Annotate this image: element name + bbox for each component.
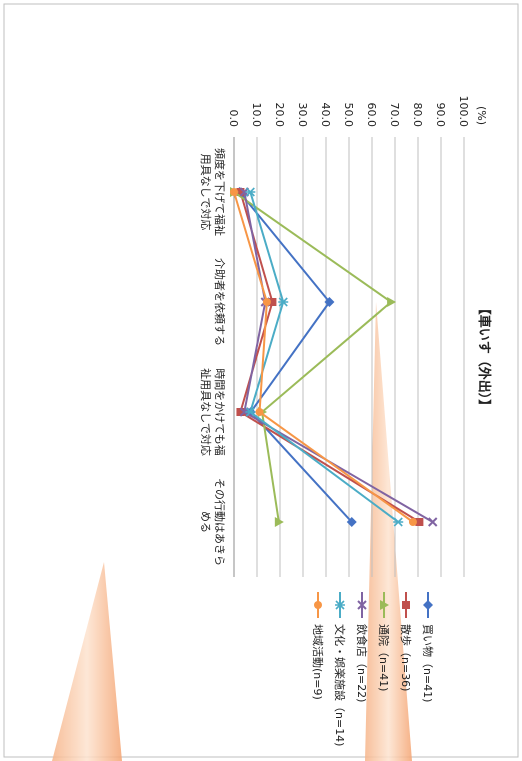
legend-label: 通院（n=41) [377, 624, 391, 691]
legend-label: 地域活動(n=9) [311, 624, 325, 700]
y-tick-label: 40.0 [319, 103, 332, 128]
data-point [245, 187, 256, 197]
legend-entry: 地域活動(n=9) [311, 592, 325, 700]
legend-label: 買い物（n=41) [421, 624, 435, 702]
legend-label: 飲食店（n=22) [355, 624, 369, 702]
legend-entry: 通院（n=41) [377, 592, 391, 691]
y-tick-label: 90.0 [434, 103, 447, 128]
data-point [393, 517, 404, 527]
data-point [314, 601, 322, 609]
data-point [255, 408, 264, 416]
data-point [274, 517, 284, 527]
data-point [380, 600, 389, 610]
series-path [238, 191, 353, 523]
data-point [335, 600, 345, 610]
series-path [243, 191, 434, 523]
legend-entry: 文化・娯楽施設（n=14) [333, 592, 347, 746]
legend-entry: 買い物（n=41) [421, 592, 435, 702]
data-point [230, 188, 238, 196]
chart-title: 【車いす（外出）】 [476, 302, 492, 413]
series-line [245, 187, 404, 527]
x-tick-label: その行動はあきらめる [199, 478, 227, 566]
series-path [233, 191, 393, 523]
data-point [278, 297, 289, 307]
data-point [402, 601, 410, 609]
data-point [415, 518, 424, 526]
series-path [239, 191, 420, 523]
series-path [249, 191, 399, 523]
data-point [262, 298, 271, 306]
y-tick-label: 80.0 [411, 103, 424, 128]
unit-label: (%) [475, 106, 488, 125]
decorative-shape [365, 302, 412, 761]
y-tick-label: 0.0 [227, 110, 240, 128]
x-tick-label: 介助者を依頼する [213, 258, 227, 346]
legend-entry: 飲食店（n=22) [355, 592, 369, 702]
data-point [408, 518, 417, 526]
data-point [428, 517, 438, 527]
y-tick-label: 60.0 [365, 103, 378, 128]
legend-label: 文化・娯楽施設（n=14) [333, 624, 347, 746]
legend-entry: 散歩（n=36) [399, 592, 413, 691]
y-tick-label: 10.0 [250, 103, 263, 128]
data-point [268, 298, 277, 306]
data-point [245, 407, 256, 417]
y-tick-label: 20.0 [273, 103, 286, 128]
y-tick-label: 50.0 [342, 103, 355, 128]
y-tick-label: 70.0 [388, 103, 401, 128]
data-point [387, 297, 397, 307]
y-tick-label: 30.0 [296, 103, 309, 128]
data-point [423, 600, 433, 610]
series-line [230, 188, 417, 526]
data-point [357, 600, 367, 610]
legend-label: 散歩（n=36) [399, 624, 413, 691]
decorative-shape [52, 562, 122, 761]
x-tick-label: 時間をかけても福祉用具なしで対応 [199, 368, 227, 456]
y-tick-label: 100.0 [457, 96, 470, 128]
series-line [239, 187, 438, 527]
series-line [236, 188, 424, 526]
series-path [233, 191, 414, 523]
x-tick-label: 頻度を下げて福祉用具なしで対応 [199, 148, 227, 236]
